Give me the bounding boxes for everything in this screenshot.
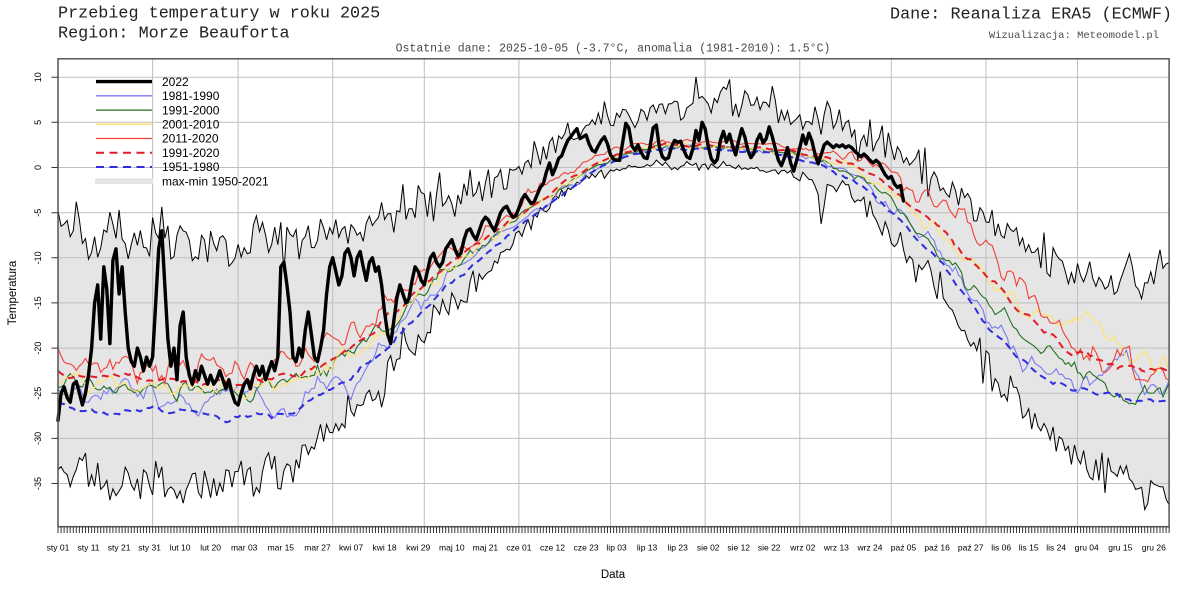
svg-text:5: 5 (33, 120, 43, 125)
svg-text:paź 16: paź 16 (924, 543, 950, 553)
svg-text:10: 10 (33, 72, 43, 82)
svg-text:mar 15: mar 15 (268, 543, 295, 553)
svg-text:wrz 24: wrz 24 (856, 543, 882, 553)
svg-text:lut 10: lut 10 (170, 543, 191, 553)
svg-text:Wizualizacja: Meteomodel.pl: Wizualizacja: Meteomodel.pl (989, 30, 1159, 42)
svg-text:2011-2020: 2011-2020 (162, 132, 219, 146)
svg-text:1991-2000: 1991-2000 (162, 103, 220, 117)
svg-text:mar 03: mar 03 (231, 543, 258, 553)
svg-text:-30: -30 (33, 432, 43, 445)
svg-text:-25: -25 (33, 387, 43, 400)
svg-text:Temperatura: Temperatura (7, 260, 19, 325)
svg-text:1991-2020: 1991-2020 (162, 146, 220, 160)
svg-text:lip 23: lip 23 (668, 543, 689, 553)
svg-text:maj 21: maj 21 (473, 543, 499, 553)
svg-text:1951-1980: 1951-1980 (162, 160, 220, 174)
svg-text:lut 20: lut 20 (200, 543, 221, 553)
svg-text:sty 11: sty 11 (77, 543, 99, 553)
svg-text:gru 15: gru 15 (1108, 543, 1132, 553)
svg-text:2001-2010: 2001-2010 (162, 118, 220, 132)
svg-text:sty 31: sty 31 (138, 543, 161, 553)
svg-text:-15: -15 (33, 296, 43, 309)
svg-text:lis 06: lis 06 (991, 543, 1011, 553)
svg-text:Przebieg temperatury w roku 20: Przebieg temperatury w roku 2025 (58, 5, 380, 24)
svg-text:kwi 29: kwi 29 (406, 543, 430, 553)
svg-text:Ostatnie dane: 2025-10-05 (-3.: Ostatnie dane: 2025-10-05 (-3.7°C, anoma… (396, 43, 831, 56)
svg-text:mar 27: mar 27 (304, 543, 331, 553)
svg-text:kwi 07: kwi 07 (339, 543, 363, 553)
svg-text:-20: -20 (33, 342, 43, 355)
svg-text:lis 24: lis 24 (1046, 543, 1066, 553)
svg-text:Region: Morze Beauforta: Region: Morze Beauforta (58, 25, 290, 44)
svg-text:paź 05: paź 05 (891, 543, 917, 553)
svg-text:lip 03: lip 03 (606, 543, 627, 553)
svg-text:-35: -35 (33, 477, 43, 490)
svg-text:lip 13: lip 13 (637, 543, 658, 553)
svg-text:gru 26: gru 26 (1142, 543, 1166, 553)
svg-text:0: 0 (33, 165, 43, 170)
svg-text:sty 21: sty 21 (108, 543, 131, 553)
svg-text:max-min 1950-2021: max-min 1950-2021 (162, 174, 269, 188)
svg-text:sie 22: sie 22 (758, 543, 781, 553)
svg-text:cze 12: cze 12 (540, 543, 565, 553)
svg-text:paź 27: paź 27 (958, 543, 984, 553)
svg-text:kwi 18: kwi 18 (373, 543, 397, 553)
svg-text:sie 12: sie 12 (727, 543, 750, 553)
svg-text:wrz 02: wrz 02 (789, 543, 815, 553)
svg-text:2022: 2022 (162, 75, 189, 89)
svg-text:sty 01: sty 01 (47, 543, 70, 553)
svg-text:lis 15: lis 15 (1019, 543, 1039, 553)
svg-text:Data: Data (601, 569, 626, 581)
svg-text:gru 04: gru 04 (1075, 543, 1099, 553)
svg-text:cze 23: cze 23 (574, 543, 599, 553)
svg-text:1981-1990: 1981-1990 (162, 89, 220, 103)
svg-text:wrz 13: wrz 13 (823, 543, 849, 553)
svg-text:-10: -10 (33, 251, 43, 264)
svg-text:cze 01: cze 01 (506, 543, 531, 553)
svg-text:-5: -5 (33, 209, 43, 217)
svg-text:sie 02: sie 02 (697, 543, 720, 553)
svg-text:maj 10: maj 10 (439, 543, 465, 553)
svg-text:Dane: Reanaliza ERA5 (ECMWF): Dane: Reanaliza ERA5 (ECMWF) (890, 6, 1172, 25)
